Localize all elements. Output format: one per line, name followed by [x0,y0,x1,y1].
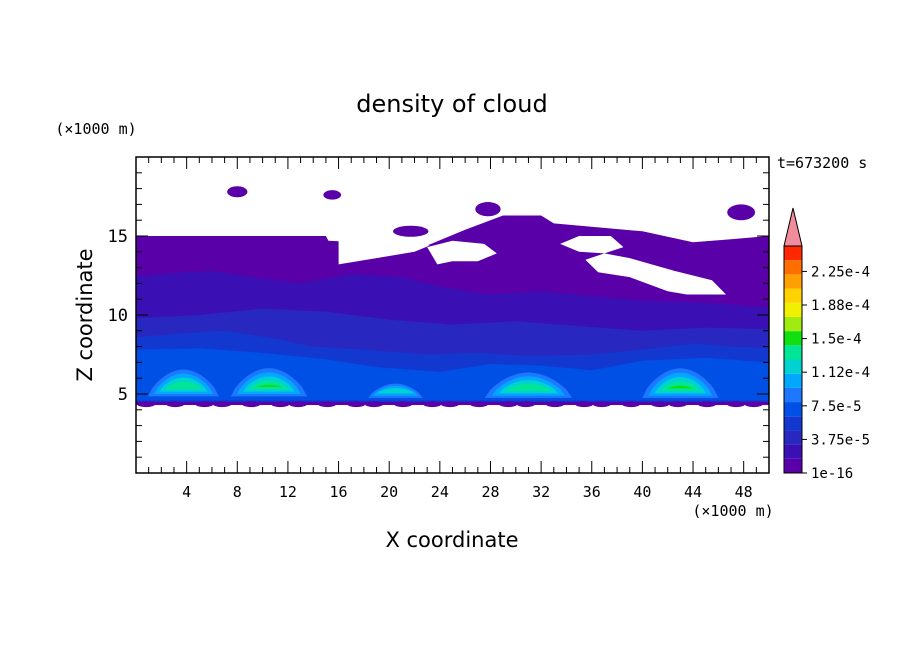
cloud-base-bump [213,401,231,408]
convective-core-2-level-6 [255,384,283,387]
convective-core-4-level-5 [506,383,551,391]
colorbar-swatch [784,288,802,303]
cloud-base-bump [394,401,412,408]
cloud-base-bump [423,401,442,408]
cloud-gap [338,228,430,265]
cloud-base-bump [517,401,535,408]
y-axis-label: Z coordinate [73,248,97,381]
cloud-base-bump [318,401,337,408]
x-tick-label: 48 [735,483,753,501]
x-tick-label: 8 [233,483,242,501]
x-tick-label: 32 [532,483,550,501]
colorbar-label: 1e-16 [811,466,853,482]
x-tick-label: 12 [279,483,297,501]
colorbar-swatch [784,359,802,374]
convective-core-1-level-5 [165,381,202,390]
cloud-base-bump [575,401,594,408]
cloud-base-bump [271,401,290,408]
y-axis: 5 10 15 [108,172,769,458]
x-tick-label: 36 [583,483,601,501]
cloud-base-bump [347,401,366,408]
x-tick-label: 40 [633,483,651,501]
colorbar-swatch [784,316,802,332]
colorbar-swatch [784,260,802,275]
colorbar: 1e-16 3.75e-5 7.5e-5 1.12e-4 1.5e-4 1.88e-4 2.… [783,207,870,482]
cloud-gap [585,253,726,295]
y-tick-label: 5 [118,385,128,405]
cloud-gap [560,236,624,254]
colorbar-swatch [784,331,802,346]
colorbar-label: 1.12e-4 [811,365,870,381]
colorbar-label: 3.75e-5 [811,432,870,448]
cloud-base-bump [242,401,261,408]
colorbar-swatch [784,430,802,445]
cloud-base-bump [195,401,214,408]
x-axis: 4 8 12 16 20 24 28 32 36 40 44 48 [148,157,757,501]
cloud-base-bump [166,401,185,408]
cloud-base-bump [622,401,640,408]
x-tick-label: 28 [481,483,499,501]
cloud-base-bump [365,401,383,408]
cloud-base-bump [499,401,518,408]
colorbar-swatch [784,444,802,459]
colorbar-swatch [784,274,802,289]
cloud-base-bump [744,401,763,408]
cloud-patch [392,225,429,237]
x-tick-label: 4 [182,483,191,501]
cloud-patch [475,202,501,217]
cloud-base-bump [698,401,716,408]
colorbar-swatch [784,387,802,403]
colorbar-label: 7.5e-5 [811,399,862,415]
cloud-base-bump [441,401,459,408]
colorbar-label: 1.5e-4 [811,332,862,348]
colorbar-swatch [784,458,802,473]
cloud-patch [727,204,756,221]
convective-core-3-level-4 [377,388,414,394]
colorbar-swatch [784,345,802,360]
cloud-base-bump [727,401,745,408]
cloud-base-bump [546,401,564,408]
y-unit-label: (×1000 m) [55,120,136,138]
x-unit-label: (×1000 m) [692,502,773,520]
x-tick-label: 20 [380,483,398,501]
colorbar-label: 1.88e-4 [811,298,870,314]
colorbar-swatch [784,373,802,388]
time-label: t=673200 s [777,154,867,172]
convective-core-5-level-6 [667,385,694,389]
colorbar-swatch [784,416,802,431]
cloud-gap [427,240,497,265]
cloud-base-bump [651,401,669,408]
cloud-base-bump [593,401,611,408]
x-tick-label: 44 [684,483,702,501]
cloud-base-bump [470,401,488,408]
cloud-patch [323,190,342,200]
y-tick-label: 10 [108,306,128,326]
x-tick-label: 16 [330,483,348,501]
y-tick-label: 15 [108,227,128,247]
cloud-base-bump [289,401,307,408]
contour-plot [136,186,769,410]
x-tick-label: 24 [431,483,449,501]
colorbar-swatch [784,302,802,317]
cloud-base-bump [137,401,155,408]
colorbar-swatch [784,246,802,261]
cloud-base-bump [668,401,687,408]
cloud-patch [227,186,248,198]
colorbar-over-triangle [783,207,803,247]
colorbar-label: 2.25e-4 [811,264,870,280]
chart-title: density of cloud [356,90,547,118]
x-axis-label: X coordinate [385,528,518,552]
colorbar-swatch [784,402,802,417]
